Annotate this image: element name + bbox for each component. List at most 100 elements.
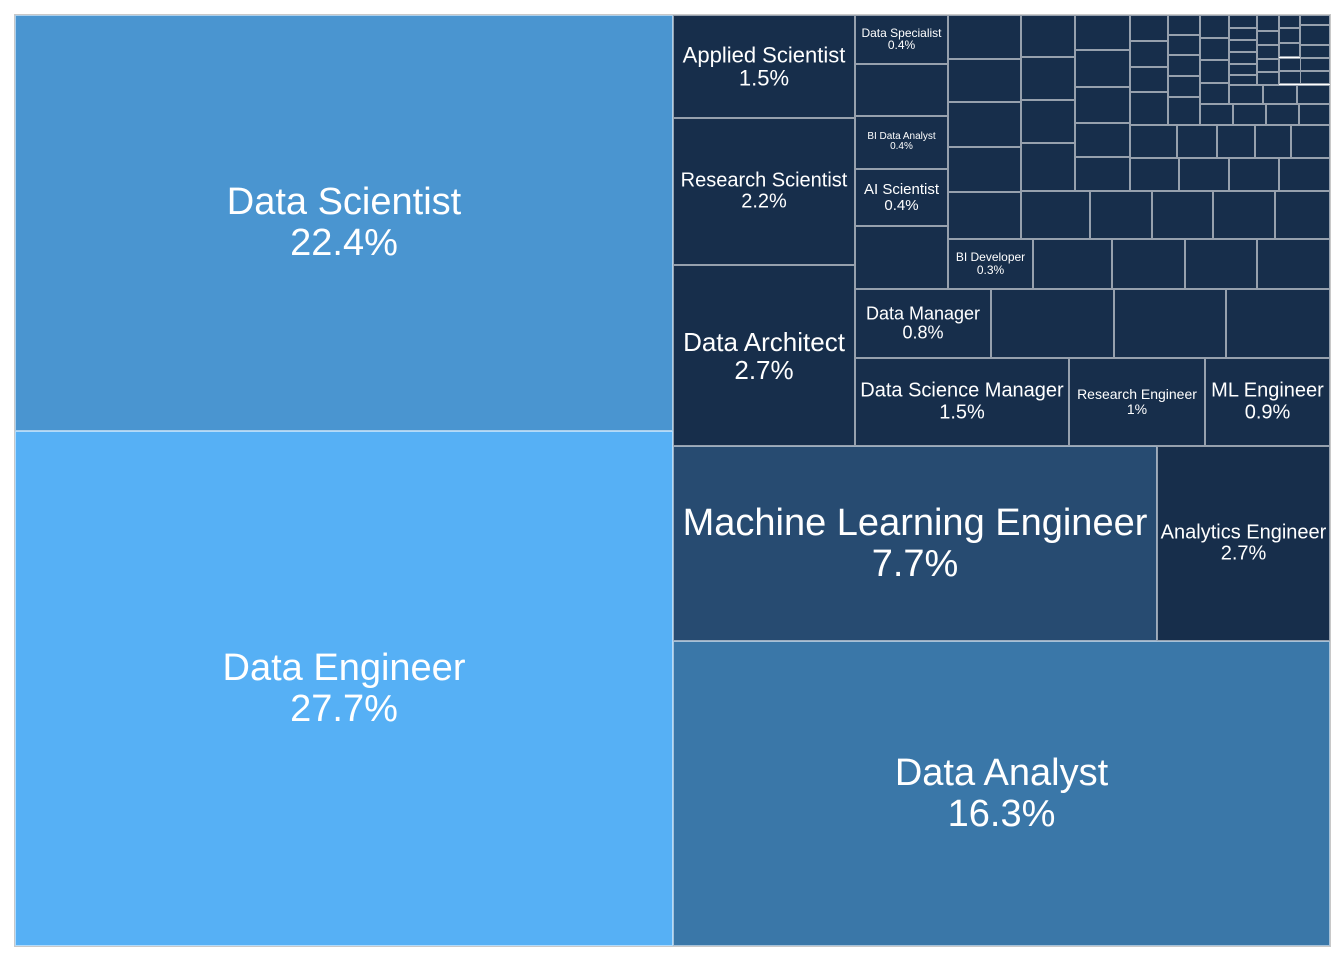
tile-unlabeled-2 (855, 226, 948, 289)
tile-value: 2.7% (1220, 542, 1267, 565)
tile-name: BI Developer (955, 250, 1026, 265)
tile-unlabeled-43 (1279, 15, 1300, 28)
tile-unlabeled-45 (1279, 43, 1300, 57)
tile-data-science-manager: Data Science Manager 1.5% (855, 358, 1069, 446)
tile-data-analyst: Data Analyst 16.3% (673, 641, 1330, 946)
tile-name: Applied Scientist (682, 41, 846, 67)
tile-name: AI Scientist (863, 180, 940, 198)
tile-unlabeled-65 (1179, 158, 1229, 191)
tile-unlabeled-31 (1200, 104, 1233, 125)
tile-label: AI Scientist 0.4% (856, 180, 947, 214)
tile-unlabeled-30 (1200, 83, 1229, 104)
tile-unlabeled-3 (948, 15, 1021, 59)
tile-unlabeled-49 (1300, 25, 1330, 45)
tile-unlabeled-41 (1257, 59, 1279, 72)
tile-unlabeled-77 (1114, 289, 1226, 358)
tile-unlabeled-44 (1279, 28, 1300, 43)
tile-unlabeled-1 (855, 64, 948, 116)
tile-unlabeled-33 (1229, 28, 1257, 40)
tile-value: 7.7% (871, 542, 959, 585)
tile-machine-learning-engineer: Machine Learning Engineer 7.7% (673, 446, 1157, 641)
tile-unlabeled-66 (1229, 158, 1279, 191)
tile-unlabeled-50 (1300, 45, 1330, 58)
tile-label: Data Engineer 27.7% (16, 647, 672, 729)
tile-unlabeled-54 (1263, 85, 1297, 104)
tile-value: 0.3% (976, 263, 1005, 277)
tile-unlabeled-20 (1130, 67, 1168, 92)
tile-unlabeled-68 (1090, 191, 1152, 239)
tile-unlabeled-78 (1226, 289, 1330, 358)
tile-name: Machine Learning Engineer (682, 501, 1148, 544)
tile-analytics-engineer: Analytics Engineer 2.7% (1157, 446, 1330, 641)
tile-name: BI Data Analyst (867, 130, 936, 142)
tile-name: ML Engineer (1211, 379, 1324, 402)
tile-name: Data Science Manager (860, 379, 1064, 402)
tile-unlabeled-28 (1200, 38, 1229, 60)
tile-unlabeled-12 (1021, 191, 1090, 239)
tile-value: 0.4% (884, 196, 919, 214)
tile-label: Applied Scientist 1.5% (674, 41, 854, 91)
tile-unlabeled-71 (1275, 191, 1330, 239)
tile-unlabeled-56 (1233, 104, 1266, 125)
tile-unlabeled-48 (1300, 15, 1330, 25)
tile-unlabeled-25 (1168, 76, 1200, 97)
tile-label: BI Developer 0.3% (949, 251, 1032, 277)
tile-unlabeled-24 (1168, 55, 1200, 76)
tile-label: Data Science Manager 1.5% (856, 380, 1068, 423)
tile-unlabeled-11 (1021, 143, 1075, 191)
tile-applied-scientist: Applied Scientist 1.5% (673, 15, 855, 118)
tile-label: BI Data Analyst 0.4% (856, 130, 947, 154)
tile-unlabeled-17 (1075, 157, 1130, 191)
tile-label: Analytics Engineer 2.7% (1158, 521, 1329, 565)
tile-value: 0.4% (890, 141, 913, 153)
tile-label: Data Manager 0.8% (856, 303, 990, 343)
tile-unlabeled-63 (1291, 125, 1330, 158)
tile-unlabeled-32 (1229, 15, 1257, 28)
tile-unlabeled-60 (1177, 125, 1217, 158)
tile-unlabeled-61 (1217, 125, 1255, 158)
tile-value: 1.5% (939, 401, 985, 423)
tile-unlabeled-4 (948, 59, 1021, 102)
tile-label: Research Engineer 1% (1070, 385, 1204, 417)
tile-value: 27.7% (290, 687, 398, 730)
tile-unlabeled-37 (1229, 75, 1257, 85)
tile-bi-developer: BI Developer 0.3% (948, 239, 1033, 289)
tile-unlabeled-38 (1257, 15, 1279, 31)
tile-value: 0.9% (1244, 401, 1291, 423)
tile-data-manager: Data Manager 0.8% (855, 289, 991, 358)
tile-unlabeled-55 (1297, 85, 1330, 104)
tile-unlabeled-26 (1168, 97, 1200, 125)
tile-name: Data Scientist (226, 180, 462, 223)
tile-value: 22.4% (290, 222, 398, 264)
tile-data-specialist: Data Specialist 0.4% (855, 15, 948, 64)
tile-unlabeled-5 (948, 102, 1021, 147)
tile-unlabeled-67 (1279, 158, 1330, 191)
tile-research-engineer: Research Engineer 1% (1069, 358, 1205, 446)
tile-unlabeled-9 (1021, 57, 1075, 100)
tile-data-engineer: Data Engineer 27.7% (15, 431, 673, 946)
tile-research-scientist: Research Scientist 2.2% (673, 118, 855, 265)
tile-name: Data Architect (683, 326, 845, 357)
tile-unlabeled-23 (1168, 35, 1200, 55)
tile-ml-engineer: ML Engineer 0.9% (1205, 358, 1330, 446)
tile-unlabeled-52 (1300, 71, 1330, 84)
tile-name: Research Engineer (1077, 385, 1197, 402)
tile-name: Data Specialist (861, 25, 942, 40)
tile-unlabeled-51 (1300, 58, 1330, 71)
tile-unlabeled-70 (1213, 191, 1275, 239)
tile-value: 16.3% (947, 792, 1056, 835)
tile-value: 0.4% (887, 38, 916, 53)
tile-unlabeled-57 (1266, 104, 1299, 125)
tile-unlabeled-42 (1257, 72, 1279, 85)
tile-unlabeled-53 (1229, 85, 1263, 104)
tile-label: Data Specialist 0.4% (856, 25, 947, 53)
tile-name: Data Analyst (894, 751, 1109, 794)
tile-value: 2.7% (734, 354, 794, 385)
tile-unlabeled-73 (1112, 239, 1185, 289)
tile-unlabeled-58 (1299, 104, 1330, 125)
tile-unlabeled-14 (1075, 50, 1130, 87)
tile-unlabeled-40 (1257, 45, 1279, 59)
tile-name: Research Scientist (680, 168, 848, 191)
tile-name: Data Engineer (222, 646, 466, 689)
